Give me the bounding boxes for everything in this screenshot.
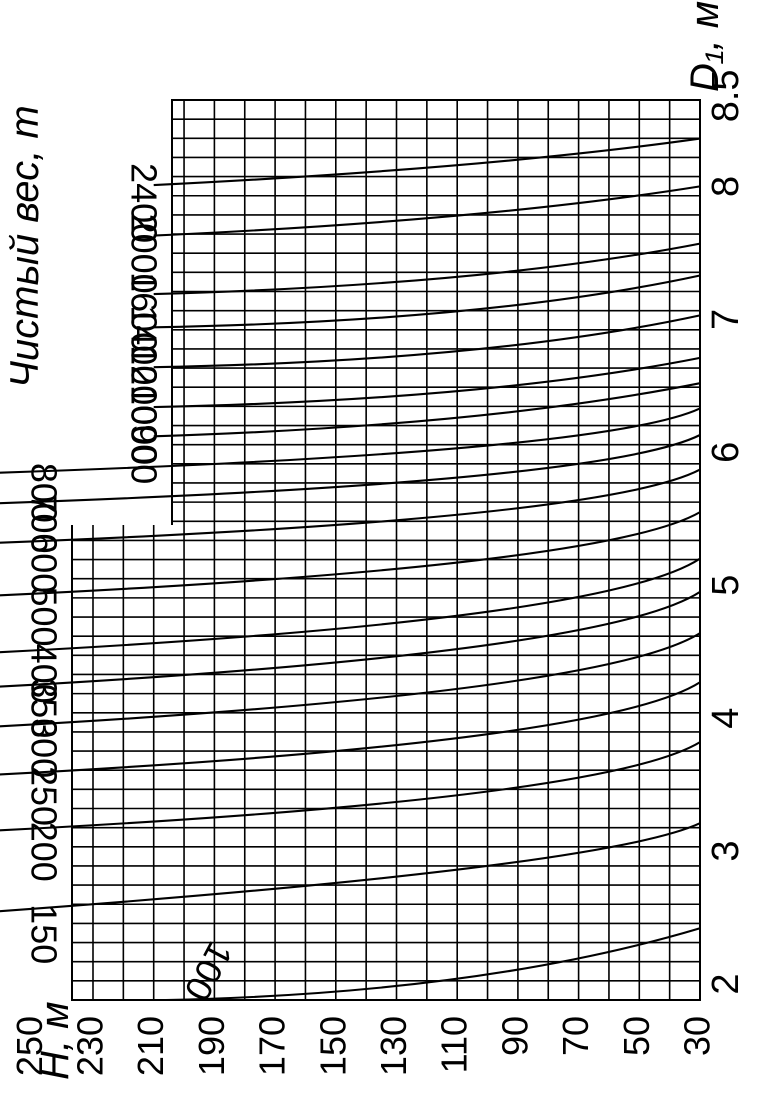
- weight-curves: [0, 137, 701, 1002]
- curve-350: [0, 591, 701, 688]
- weight-label-1600: 1600: [123, 272, 164, 352]
- x-tick-label-90: 90: [494, 1016, 535, 1056]
- x-tick-label-50: 50: [616, 1016, 657, 1056]
- y-tick-label-8.5: 8.5: [705, 69, 747, 122]
- weight-axis-title: Чистый вес, т: [3, 105, 47, 388]
- curve-250: [0, 681, 701, 776]
- y-tick-label-3: 3: [705, 841, 747, 862]
- curve-700: [0, 434, 701, 505]
- curve-300: [0, 632, 701, 728]
- curve-2000: [153, 185, 701, 237]
- weight-label-1200: 1200: [123, 345, 164, 425]
- y-tick-label-8: 8: [705, 176, 747, 197]
- x-tick-label-110: 110: [434, 1016, 475, 1073]
- grid: [71, 99, 701, 1001]
- curve-150: [0, 822, 701, 913]
- grid-frame: [71, 99, 701, 1001]
- curve-500: [0, 511, 701, 597]
- curve-1400: [153, 274, 701, 329]
- y-tick-label-4: 4: [705, 708, 747, 729]
- x-tick-label-170: 170: [252, 1016, 293, 1076]
- x-tick-label-30: 30: [677, 1016, 718, 1056]
- weight-label-800: 800: [23, 463, 64, 523]
- x-tick-label-150: 150: [312, 1016, 353, 1076]
- y-axis-title: D₁, м: [683, 1, 727, 92]
- y-tick-label-6: 6: [705, 442, 747, 463]
- weight-label-250: 250: [23, 766, 64, 826]
- weight-label-600: 600: [23, 533, 64, 593]
- weight-label-300: 300: [23, 718, 64, 778]
- weight-label-200: 200: [23, 822, 64, 882]
- curve-1200: [153, 314, 701, 369]
- weight-label-1400: 1400: [123, 305, 164, 385]
- weight-label-900: 900: [123, 424, 164, 484]
- curve-200: [0, 741, 701, 832]
- curve-400: [0, 557, 701, 654]
- weight-label-100: 100: [176, 935, 240, 1007]
- weight-label-500: 500: [23, 586, 64, 646]
- x-tick-label-230: 230: [70, 1016, 111, 1076]
- y-tick-label-7: 7: [705, 309, 747, 330]
- x-tick-label-210: 210: [130, 1016, 171, 1076]
- weight-label-1000: 1000: [123, 385, 164, 465]
- x-tick-label-190: 190: [191, 1016, 232, 1076]
- weight-label-700: 700: [23, 493, 64, 553]
- curve-1000: [153, 356, 701, 409]
- weight-label-400: 400: [23, 644, 64, 704]
- curve-900: [153, 382, 701, 438]
- labels: 1001502002503003504005006007008009001000…: [9, 69, 747, 1076]
- curve-2400: [153, 137, 701, 187]
- curve-800: [0, 407, 701, 474]
- curve-100: [165, 927, 701, 1002]
- weight-label-150: 150: [23, 904, 64, 964]
- weight-label-2000: 2000: [123, 214, 164, 294]
- x-tick-label-250: 250: [9, 1016, 50, 1076]
- weight-label-350: 350: [23, 678, 64, 738]
- x-tick-label-130: 130: [373, 1016, 414, 1076]
- x-axis-title: H, м: [33, 1001, 77, 1080]
- curve-600: [0, 468, 701, 544]
- curve-1600: [153, 242, 701, 296]
- weight-label-2400: 2400: [123, 163, 164, 243]
- y-tick-label-2: 2: [705, 973, 747, 994]
- y-tick-label-5: 5: [705, 575, 747, 596]
- x-tick-label-70: 70: [555, 1016, 596, 1056]
